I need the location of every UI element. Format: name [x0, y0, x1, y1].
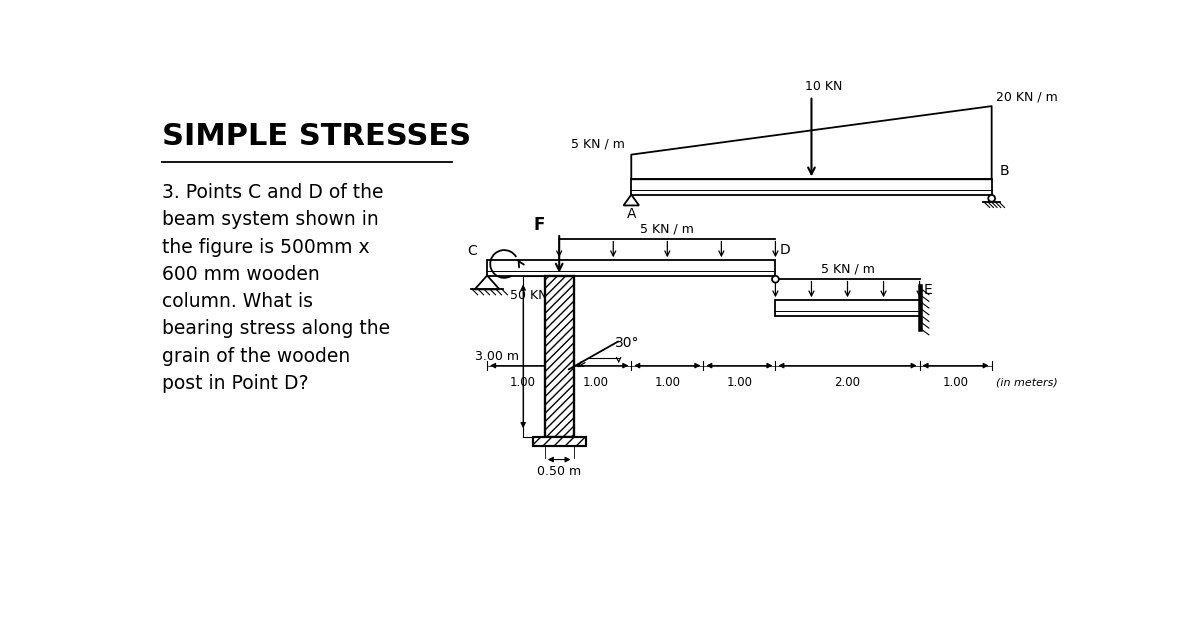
Text: B: B	[1000, 164, 1009, 178]
Bar	[631, 179, 991, 195]
Circle shape	[772, 276, 779, 283]
Circle shape	[989, 195, 995, 202]
Bar	[533, 437, 586, 446]
Text: 1.00: 1.00	[510, 375, 536, 389]
Text: D: D	[779, 243, 790, 257]
Bar	[487, 260, 775, 276]
Bar	[775, 300, 919, 316]
Text: C: C	[467, 244, 478, 258]
Bar	[545, 276, 574, 437]
Text: A: A	[626, 207, 636, 221]
Text: 5 KN / m: 5 KN / m	[641, 223, 695, 235]
Text: 20 KN / m: 20 KN / m	[996, 90, 1058, 103]
Text: 0.50 m: 0.50 m	[538, 465, 581, 478]
Polygon shape	[475, 276, 499, 289]
Text: SIMPLE STRESSES: SIMPLE STRESSES	[162, 122, 470, 150]
Text: (in meters): (in meters)	[996, 378, 1057, 388]
Text: 2.00: 2.00	[834, 375, 860, 389]
Text: 5 KN / m: 5 KN / m	[571, 137, 625, 150]
Text: 1.00: 1.00	[582, 375, 608, 389]
Text: 30°: 30°	[614, 337, 640, 351]
Text: 3.00 m: 3.00 m	[474, 350, 518, 363]
Text: F: F	[534, 216, 545, 235]
Text: 1.00: 1.00	[726, 375, 752, 389]
Text: 1.00: 1.00	[654, 375, 680, 389]
Text: 1.00: 1.00	[943, 375, 968, 389]
Text: E: E	[924, 283, 932, 297]
Text: 5 KN / m: 5 KN / m	[821, 262, 875, 276]
Polygon shape	[624, 195, 640, 205]
Text: 50 KN-m: 50 KN-m	[510, 289, 564, 302]
Text: 10 KN: 10 KN	[805, 80, 842, 93]
Text: 3. Points C and D of the
beam system shown in
the figure is 500mm x
600 mm woode: 3. Points C and D of the beam system sho…	[162, 183, 390, 393]
